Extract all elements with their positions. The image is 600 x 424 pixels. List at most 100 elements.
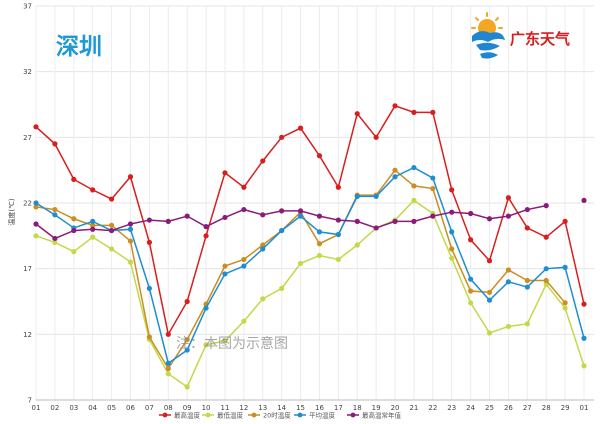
data-point xyxy=(127,226,134,232)
y-tick-label: 12 xyxy=(23,331,32,339)
series-line xyxy=(35,204,547,240)
data-point xyxy=(335,184,341,190)
data-point xyxy=(562,264,568,270)
legend: 最高温度 最低温度 20时温度 平均温度 最高温常年值 xyxy=(159,410,402,419)
data-point xyxy=(430,185,436,192)
x-tick-label: 03 xyxy=(69,404,78,412)
data-point xyxy=(581,197,587,203)
data-point xyxy=(297,208,304,214)
data-point xyxy=(297,260,304,267)
data-point xyxy=(430,213,436,219)
data-point xyxy=(241,318,247,324)
data-point xyxy=(203,224,209,230)
y-tick-label: 22 xyxy=(23,200,32,208)
data-point xyxy=(90,187,96,193)
data-point xyxy=(505,279,512,285)
x-tick-label: 08 xyxy=(164,404,173,412)
series-0 xyxy=(33,103,587,337)
data-point xyxy=(354,193,360,200)
data-point xyxy=(33,233,39,239)
data-point xyxy=(127,238,134,244)
data-point xyxy=(260,158,266,164)
series-line xyxy=(35,166,585,365)
data-point xyxy=(354,218,360,224)
x-tick-label: 20 xyxy=(391,404,400,412)
series-1 xyxy=(33,197,587,390)
data-point xyxy=(449,209,455,215)
data-point xyxy=(486,289,493,295)
data-point xyxy=(581,363,587,369)
data-point xyxy=(354,242,360,248)
data-point xyxy=(411,164,417,171)
data-point xyxy=(108,196,115,202)
x-tick-label: 09 xyxy=(183,404,192,412)
data-point xyxy=(335,256,341,263)
data-point xyxy=(52,239,58,245)
data-point xyxy=(524,225,530,231)
series-line xyxy=(35,104,585,337)
legend-item: 最低温度 xyxy=(202,410,244,419)
data-point xyxy=(543,234,549,240)
x-tick-label: 04 xyxy=(88,404,97,412)
x-tick-label: 16 xyxy=(315,404,324,412)
data-point xyxy=(241,206,247,213)
data-point xyxy=(127,259,134,265)
data-point xyxy=(373,193,379,200)
data-point xyxy=(430,109,436,115)
data-point xyxy=(146,334,152,340)
data-point xyxy=(279,134,285,140)
x-tick-label: 02 xyxy=(50,404,59,412)
x-tick-label: 21 xyxy=(409,404,418,412)
data-point xyxy=(90,222,96,228)
legend-item: 20时温度 xyxy=(248,410,291,419)
x-tick-label: 27 xyxy=(523,404,532,412)
brand-logo: 广东天气 xyxy=(471,12,570,59)
y-tick-label: 27 xyxy=(23,134,32,142)
data-point xyxy=(184,336,190,343)
data-point xyxy=(486,216,493,222)
sun-cloud-icon xyxy=(471,12,505,59)
data-point xyxy=(486,258,493,264)
legend-label: 20时温度 xyxy=(263,410,291,419)
x-tick-label: 15 xyxy=(296,404,305,412)
data-point xyxy=(33,200,39,206)
data-point xyxy=(33,124,39,130)
data-point xyxy=(449,246,455,252)
data-point xyxy=(222,338,228,344)
data-point xyxy=(203,305,209,311)
x-tick-label: 13 xyxy=(258,404,267,412)
y-tick-label: 37 xyxy=(23,3,32,11)
legend-swatch-dot xyxy=(297,412,303,418)
data-point xyxy=(90,234,96,240)
data-point xyxy=(411,183,417,189)
data-point xyxy=(468,300,474,306)
data-point xyxy=(71,227,77,234)
data-point xyxy=(562,305,568,311)
data-point xyxy=(222,170,228,176)
data-point xyxy=(52,206,58,213)
data-point xyxy=(71,248,77,255)
data-point xyxy=(505,267,512,273)
data-point xyxy=(260,212,266,218)
data-point xyxy=(335,231,341,238)
y-tick-labels: 7 12 17 22 27 32 37 xyxy=(23,3,32,405)
data-point xyxy=(52,141,58,147)
data-point xyxy=(222,263,228,269)
data-point xyxy=(127,174,134,180)
data-point xyxy=(392,174,398,180)
x-tick-label: 06 xyxy=(126,404,135,412)
data-point xyxy=(449,187,455,193)
data-point xyxy=(316,241,323,247)
data-point xyxy=(335,217,341,223)
data-point xyxy=(222,214,228,221)
x-tick-label: 12 xyxy=(239,404,248,412)
data-point xyxy=(449,229,455,235)
data-point xyxy=(543,266,549,272)
data-point xyxy=(468,237,474,243)
data-point xyxy=(33,204,39,210)
data-point xyxy=(260,242,266,248)
data-point xyxy=(184,384,190,390)
data-point xyxy=(108,246,115,252)
x-tick-label: 10 xyxy=(202,404,211,412)
